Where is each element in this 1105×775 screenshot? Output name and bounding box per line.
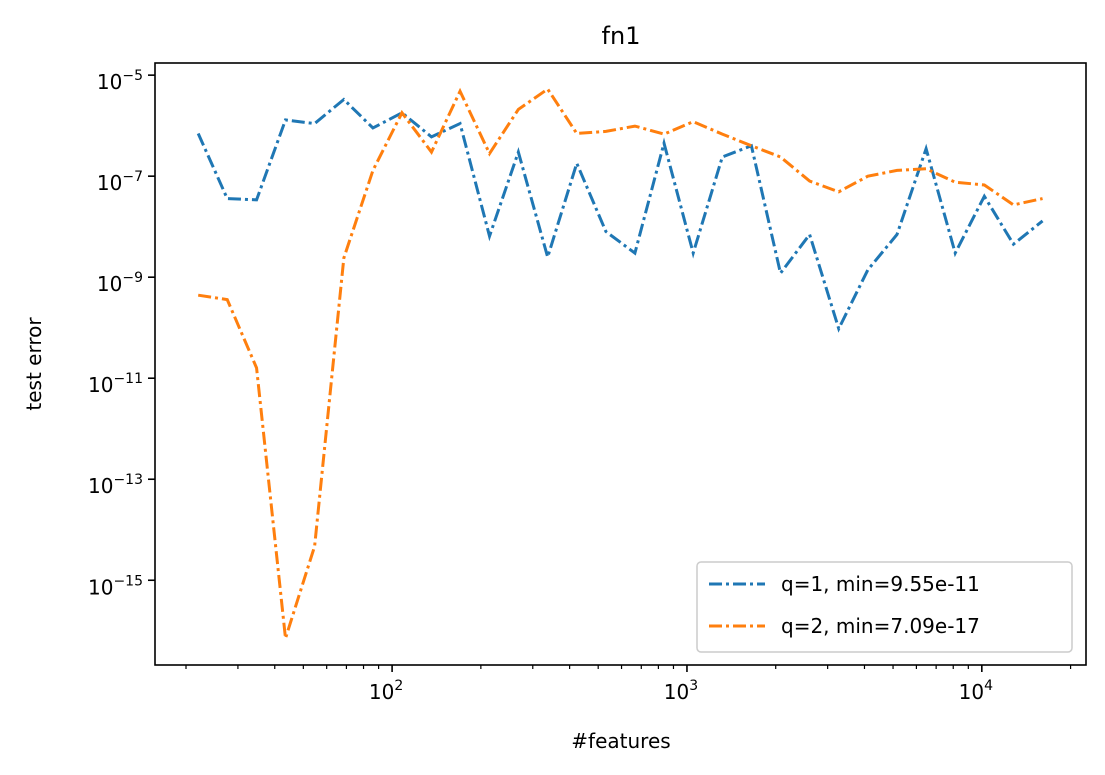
- legend-label: q=1, min=9.55e-11: [781, 572, 980, 596]
- y-tick-label: 10−13: [88, 472, 143, 498]
- y-tick-label: 10−5: [97, 68, 143, 94]
- x-tick-label: 102: [369, 678, 403, 704]
- x-tick-label: 103: [664, 678, 698, 704]
- legend-label: q=2, min=7.09e-17: [781, 614, 980, 638]
- legend-box: [696, 561, 1073, 653]
- y-tick-label: 10−11: [88, 371, 143, 397]
- plot-frame: [154, 62, 1087, 666]
- y-tick-label: 10−15: [88, 573, 143, 599]
- y-tick-label: 10−9: [97, 270, 143, 296]
- chart-title: fn1: [602, 22, 641, 50]
- x-tick-label: 104: [959, 678, 993, 704]
- x-axis-label: #features: [571, 729, 670, 753]
- series-line: [197, 86, 1043, 639]
- y-tick-label: 10−7: [97, 169, 143, 195]
- series-line: [196, 97, 1044, 333]
- y-axis-label: test error: [22, 317, 46, 411]
